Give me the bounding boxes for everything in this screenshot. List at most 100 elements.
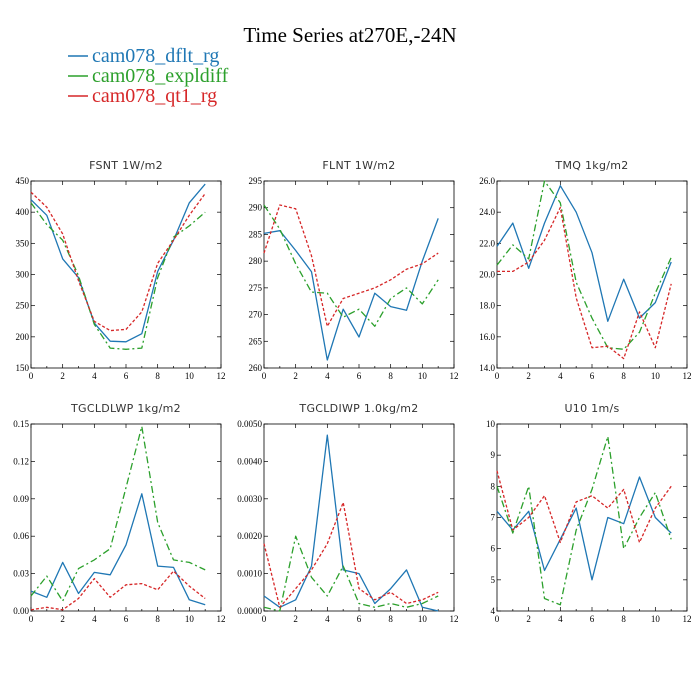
x-tick-label: 12 [683, 614, 692, 624]
chart-panel: TGCLDIWP 1.0kg/m2 0 2 4 6 8 10 12 0.0000 0.0010 0.… [237, 402, 458, 624]
x-tick-label: 12 [217, 614, 226, 624]
y-tick-label: 0.0040 [237, 456, 262, 466]
x-tick-label: 6 [357, 614, 362, 624]
x-tick-label: 6 [124, 614, 129, 624]
x-tick-label: 0 [262, 614, 267, 624]
y-tick-label: 9 [491, 450, 496, 460]
x-tick-label: 10 [418, 614, 428, 624]
y-tick-label: 295 [249, 176, 263, 186]
y-tick-label: 285 [249, 229, 263, 239]
y-tick-label: 400 [16, 207, 30, 217]
x-tick-label: 4 [92, 371, 97, 381]
y-tick-label: 290 [249, 203, 263, 213]
x-tick-label: 8 [155, 614, 160, 624]
series-line-cam078_dflt_rg [30, 183, 206, 343]
series-line-cam078_qt1_rg [30, 191, 206, 332]
x-tick-label: 12 [450, 614, 459, 624]
y-tick-label: 270 [249, 310, 263, 320]
legend-label: cam078_dflt_rg [92, 45, 219, 67]
x-tick-label: 0 [495, 371, 500, 381]
y-tick-label: 16.0 [479, 332, 495, 342]
x-tick-label: 12 [450, 371, 459, 381]
plot-frame [496, 423, 688, 612]
panel-title: FSNT 1W/m2 [89, 159, 163, 172]
y-tick-label: 260 [249, 363, 263, 373]
x-tick-label: 4 [325, 371, 330, 381]
series-line-cam078_dflt_rg [496, 476, 672, 581]
x-tick-label: 10 [418, 371, 428, 381]
x-tick-label: 2 [293, 614, 298, 624]
series-line-cam078_dflt_rg [263, 218, 439, 361]
y-tick-label: 0.09 [13, 494, 29, 504]
series-line-cam078_expldiff [496, 435, 672, 606]
y-tick-label: 300 [16, 270, 30, 280]
y-tick-label: 18.0 [479, 301, 495, 311]
plot-frame [30, 423, 222, 612]
x-tick-label: 6 [590, 614, 595, 624]
x-tick-label: 8 [621, 371, 626, 381]
y-tick-label: 0.0000 [237, 606, 262, 616]
x-tick-label: 2 [60, 371, 65, 381]
series-line-cam078_qt1_rg [263, 501, 439, 608]
panel-title: FLNT 1W/m2 [322, 159, 395, 172]
x-tick-label: 12 [683, 371, 692, 381]
x-tick-label: 6 [124, 371, 129, 381]
y-tick-label: 26.0 [479, 176, 495, 186]
y-tick-label: 0.00 [13, 606, 29, 616]
series-line-cam078_qt1_rg [497, 206, 672, 360]
x-tick-label: 8 [388, 371, 393, 381]
x-tick-label: 0 [262, 371, 267, 381]
panel-title: TMQ 1kg/m2 [554, 159, 628, 172]
x-tick-label: 0 [495, 614, 500, 624]
x-tick-label: 6 [357, 371, 362, 381]
y-tick-label: 0.06 [13, 531, 29, 541]
y-tick-label: 0.0010 [237, 569, 262, 579]
x-tick-label: 10 [651, 371, 661, 381]
y-tick-label: 14.0 [479, 363, 495, 373]
x-tick-label: 2 [293, 371, 298, 381]
y-tick-label: 200 [16, 332, 30, 342]
y-tick-label: 0.0020 [237, 531, 262, 541]
plot-frame [263, 423, 455, 612]
y-tick-label: 5 [491, 575, 496, 585]
series-line-cam078_dflt_rg [496, 185, 672, 322]
y-tick-label: 20.0 [479, 270, 495, 280]
series-line-cam078_dflt_rg [263, 434, 439, 612]
x-tick-label: 2 [526, 614, 531, 624]
series-line-cam078_expldiff [30, 425, 206, 602]
panel-title: U10 1m/s [564, 402, 619, 415]
y-tick-label: 250 [16, 301, 30, 311]
y-tick-label: 265 [249, 336, 263, 346]
legend-label: cam078_qt1_rg [92, 85, 217, 107]
x-tick-label: 2 [60, 614, 65, 624]
x-tick-label: 0 [29, 614, 34, 624]
plot-frame [30, 180, 222, 369]
y-tick-label: 7 [491, 513, 496, 523]
y-tick-label: 4 [491, 606, 496, 616]
y-tick-label: 0.03 [13, 569, 29, 579]
y-tick-label: 22.0 [479, 238, 495, 248]
chart-panel: FLNT 1W/m2 0 2 4 6 8 10 12 260 265 270 275 280 285 290… [249, 159, 459, 381]
y-tick-label: 350 [16, 238, 30, 248]
x-tick-label: 4 [325, 614, 330, 624]
x-tick-label: 8 [388, 614, 393, 624]
legend: cam078_dflt_rgcam078_expldiffcam078_qt1_… [68, 45, 229, 107]
x-tick-label: 0 [29, 371, 34, 381]
legend-label: cam078_expldiff [92, 65, 229, 87]
x-tick-label: 4 [558, 614, 563, 624]
y-tick-label: 0.12 [13, 456, 29, 466]
x-tick-label: 6 [590, 371, 595, 381]
series-line-cam078_expldiff [30, 202, 206, 350]
x-tick-label: 10 [185, 614, 195, 624]
y-tick-label: 150 [16, 363, 30, 373]
y-tick-label: 8 [491, 481, 496, 491]
x-tick-label: 4 [92, 614, 97, 624]
x-tick-label: 12 [217, 371, 226, 381]
chart-panel: TMQ 1kg/m2 0 2 4 6 8 10 12 14.0 16.0 18.0 20.0 22.0 2… [479, 159, 691, 381]
series-line-cam078_qt1_rg [263, 204, 439, 327]
series-line-cam078_dflt_rg [30, 493, 206, 606]
y-tick-label: 450 [16, 176, 30, 186]
plot-frame [263, 180, 455, 369]
series-line-cam078_expldiff [263, 535, 439, 612]
